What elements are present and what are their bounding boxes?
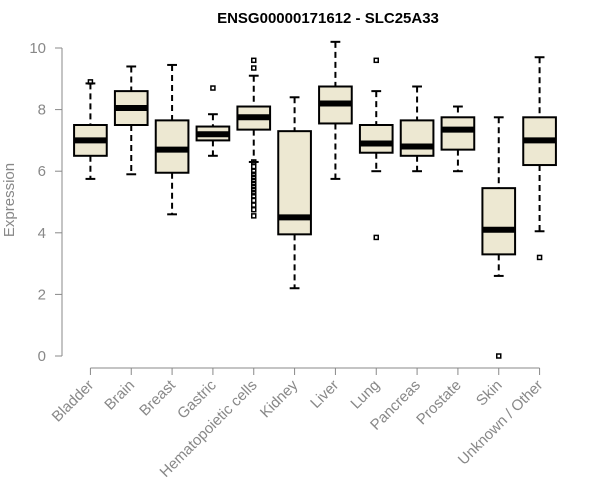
boxes xyxy=(73,40,557,359)
x-tick-label: Bladder xyxy=(49,377,98,426)
y-tick-label: 0 xyxy=(38,348,46,365)
box-iqr xyxy=(399,119,435,157)
box-group xyxy=(399,85,435,173)
x-tick-label: Brain xyxy=(101,377,138,414)
outlier-point xyxy=(210,85,216,91)
box-group xyxy=(440,105,476,173)
x-tick-label: Breast xyxy=(136,376,179,419)
chart-title: ENSG00000171612 - SLC25A33 xyxy=(217,10,439,27)
outlier-point xyxy=(251,174,257,181)
outlier-point xyxy=(251,163,257,170)
outlier-point xyxy=(87,79,94,85)
outlier-point xyxy=(251,197,257,204)
box-group xyxy=(522,56,557,261)
x-tick-label: Kidney xyxy=(257,376,302,421)
x-tick-label: Skin xyxy=(473,377,506,410)
box-group xyxy=(154,63,190,216)
y-tick-label: 6 xyxy=(38,163,46,180)
box-group xyxy=(358,57,394,241)
outlier-point xyxy=(251,177,257,184)
outlier-point xyxy=(496,353,502,359)
box-group xyxy=(113,65,149,176)
outlier-point xyxy=(251,206,257,213)
box-iqr xyxy=(481,187,517,256)
y-axis-label: Expression xyxy=(1,163,18,237)
box-iqr xyxy=(358,124,394,154)
y-tick-label: 2 xyxy=(38,286,46,303)
box-iqr xyxy=(440,116,476,151)
outlier-point xyxy=(251,186,257,193)
outlier-point xyxy=(251,171,257,178)
box-group xyxy=(236,57,272,219)
y-tick-label: 8 xyxy=(38,102,46,119)
y-tick-label: 4 xyxy=(38,225,46,242)
box-group xyxy=(318,40,353,180)
outlier-point xyxy=(251,190,257,196)
box-iqr xyxy=(154,119,190,174)
outlier-point xyxy=(251,202,257,208)
outlier-point xyxy=(251,213,257,219)
x-tick-label: Liver xyxy=(307,377,342,412)
box-group xyxy=(481,116,517,359)
box-group xyxy=(277,96,312,290)
outlier-point xyxy=(373,234,379,241)
outlier-point xyxy=(251,57,257,64)
x-tick-label: Lung xyxy=(347,377,383,413)
y-axis: 0 2 4 6 8 10 xyxy=(29,40,63,365)
y-tick-label: 10 xyxy=(29,40,46,57)
outlier-point xyxy=(251,65,257,71)
outlier-point xyxy=(251,183,257,190)
outlier-point xyxy=(536,254,543,261)
x-tick-label: Prostate xyxy=(413,377,465,429)
box-group xyxy=(195,85,231,157)
outlier-point xyxy=(251,193,257,199)
outlier-point xyxy=(251,168,257,174)
outlier-point xyxy=(251,180,257,187)
outlier-point xyxy=(373,57,379,64)
box-group xyxy=(73,79,108,180)
